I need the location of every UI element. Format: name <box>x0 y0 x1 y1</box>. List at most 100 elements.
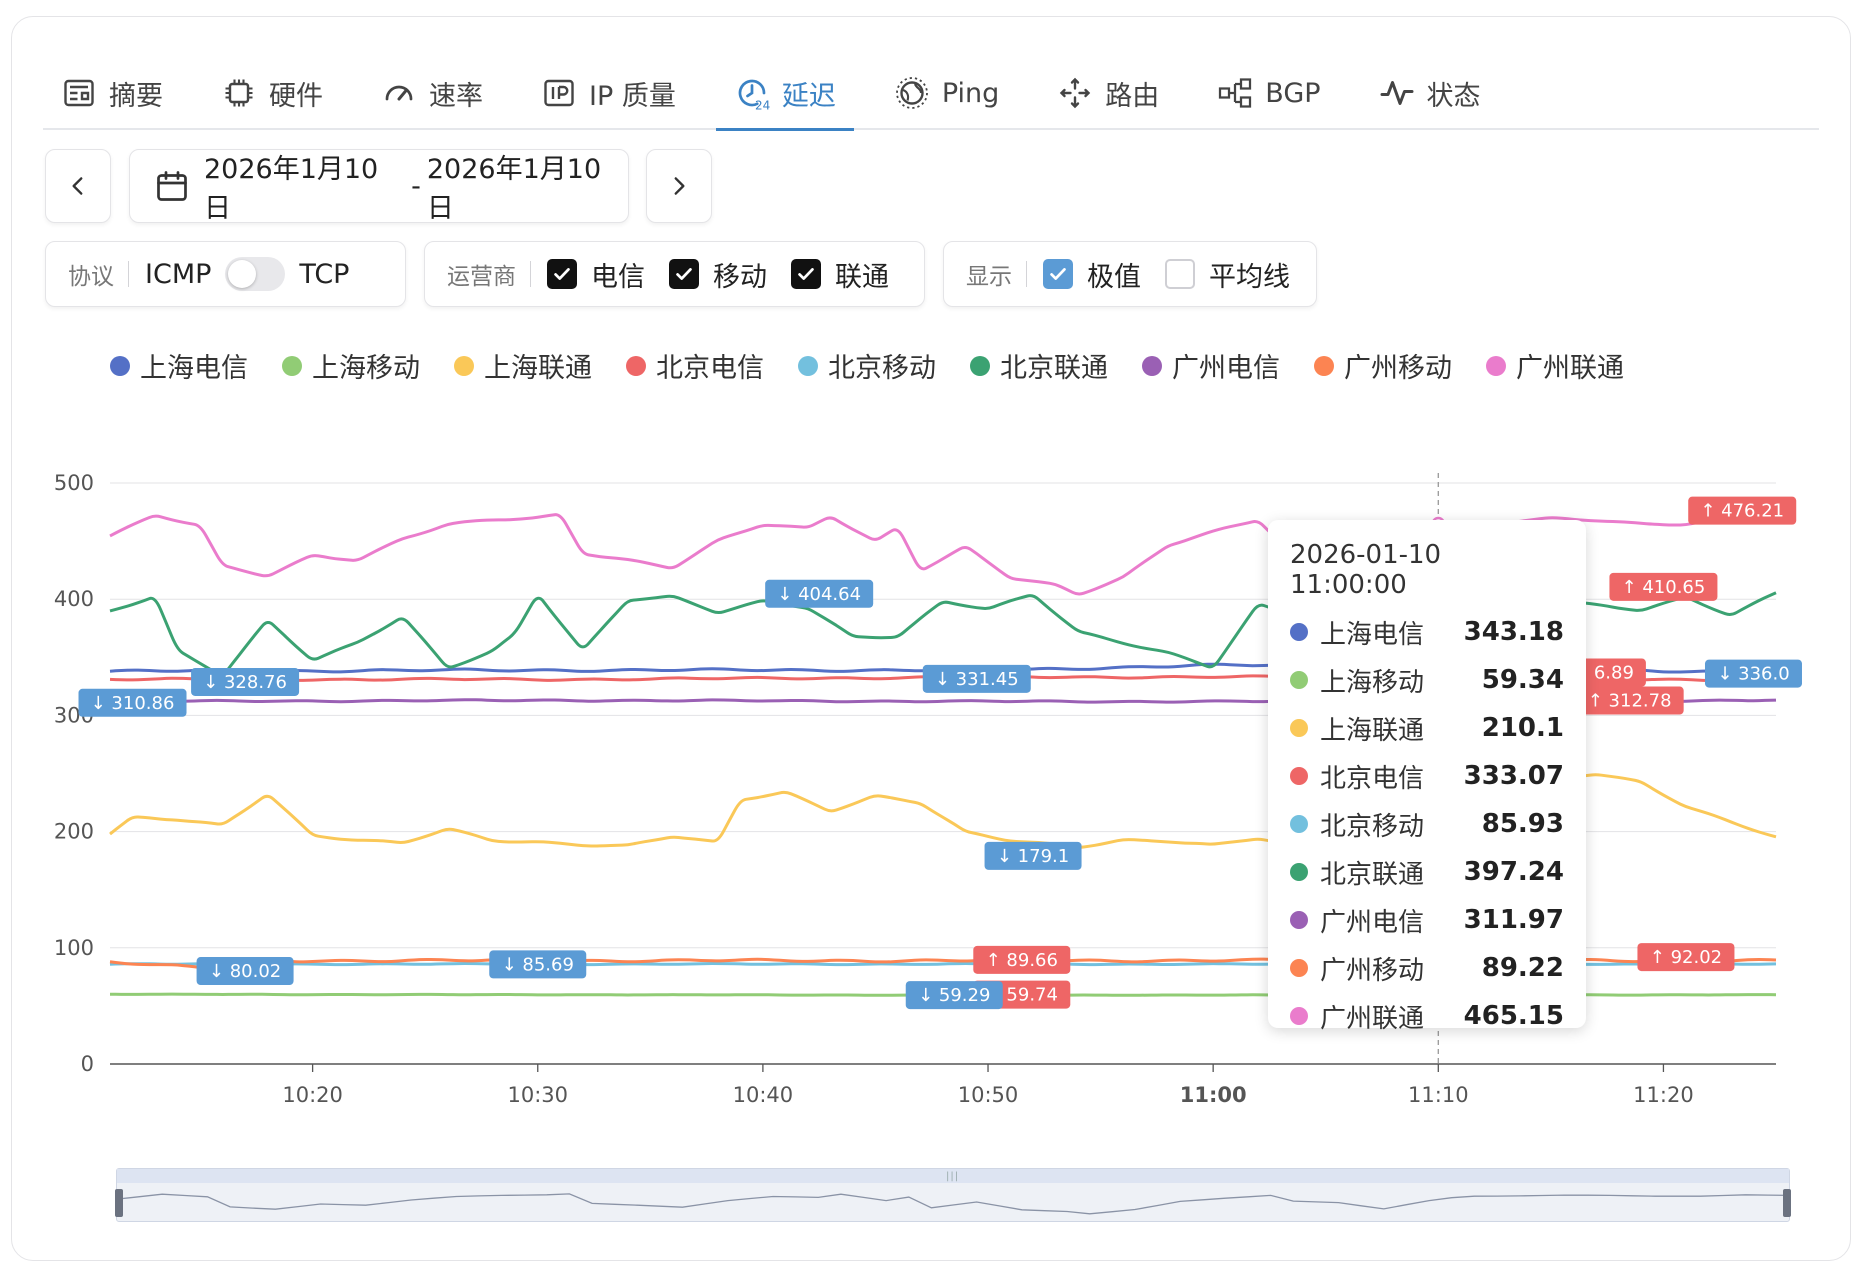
tab-label: 路由 <box>1105 80 1160 112</box>
protocol-tcp-option[interactable]: TCP <box>299 258 350 290</box>
data-zoom-slider[interactable]: ||| <box>115 1168 1791 1222</box>
tab-label: Ping <box>941 77 1000 109</box>
checkbox-checked-icon[interactable] <box>547 259 577 289</box>
globe-icon <box>894 75 942 111</box>
tooltip-series-value: 465.15 <box>1463 1001 1564 1031</box>
svg-text:24: 24 <box>755 99 770 112</box>
legend-color-dot <box>1486 355 1506 376</box>
legend-item[interactable]: 广州联通 <box>1486 346 1624 385</box>
option-移动[interactable]: 移动 <box>669 255 767 294</box>
previous-date-button[interactable] <box>45 149 111 223</box>
x-tick-label: 10:20 <box>282 1083 343 1107</box>
legend-label: 上海移动 <box>312 353 420 384</box>
tooltip-series-name: 广州移动 <box>1320 955 1425 986</box>
max-value-badge: ↑ 476.21 <box>1688 496 1797 525</box>
y-tick-label: 100 <box>54 936 94 960</box>
x-tick-label: 10:40 <box>733 1083 794 1107</box>
checkbox-checked-icon[interactable] <box>1043 259 1073 289</box>
date-range-picker[interactable]: 2026年1月10日 - 2026年1月10日 <box>129 149 629 224</box>
legend-color-dot <box>626 355 646 376</box>
checkbox-unchecked-icon[interactable] <box>1165 259 1195 289</box>
x-tick-label: 11:10 <box>1408 1083 1469 1107</box>
zoom-grip-icon[interactable]: ||| <box>946 1171 960 1182</box>
tooltip-series-name: 北京移动 <box>1320 811 1425 842</box>
legend-item[interactable]: 北京电信 <box>626 346 764 385</box>
protocol-icmp-option[interactable]: ICMP <box>145 258 212 290</box>
carrier-options: 电信 移动 联通 <box>547 255 889 294</box>
display-options: 极值 平均线 <box>1043 255 1290 294</box>
tab-1[interactable]: 摘要 <box>43 57 181 129</box>
tab-9[interactable]: 状态 <box>1361 57 1499 129</box>
badge-text: ↑ 312.78 <box>1588 691 1672 712</box>
legend-item[interactable]: 上海联通 <box>454 346 592 385</box>
option-联通[interactable]: 联通 <box>791 255 889 294</box>
chevron-right-icon <box>674 177 685 195</box>
display-label: 显示 <box>966 264 1012 290</box>
tab-7[interactable]: 路由 <box>1039 57 1177 129</box>
checkbox-checked-icon[interactable] <box>791 259 821 289</box>
tooltip-series-name: 上海移动 <box>1320 667 1425 698</box>
badge-background <box>905 981 1003 1010</box>
tab-8[interactable]: BGP <box>1199 57 1338 129</box>
protocol-toggle[interactable] <box>225 257 286 291</box>
badge-text: ↓ 404.64 <box>777 584 861 605</box>
tab-3[interactable]: 速率 <box>363 57 501 129</box>
legend-color-dot <box>798 355 818 376</box>
pulse-icon <box>1379 75 1427 111</box>
badge-background <box>765 579 874 608</box>
divider <box>128 261 129 287</box>
tab-5[interactable]: 24 延迟 <box>715 57 854 131</box>
next-date-button[interactable] <box>646 149 712 223</box>
badge-text: ↓ 59.29 <box>918 985 990 1006</box>
tab-bar: 摘要 硬件 速率 IP 质量 24 延迟 Ping 路由 BGP 状态 <box>43 57 1819 131</box>
option-平均线[interactable]: 平均线 <box>1165 255 1290 294</box>
tooltip-row: 北京电信 333.07 <box>1290 752 1564 800</box>
tooltip-rows: 上海电信 343.18 上海移动 59.34 上海联通 210.1 北京电信 333.07 北京… <box>1290 608 1564 1040</box>
legend-item[interactable]: 北京联通 <box>970 346 1108 385</box>
tab-6[interactable]: Ping <box>876 57 1017 129</box>
badge-text: ↓ 179.1 <box>997 846 1069 867</box>
max-value-badge: 6.89 <box>1581 658 1646 687</box>
legend-item[interactable]: 上海电信 <box>110 346 248 385</box>
legend-item[interactable]: 上海移动 <box>282 346 420 385</box>
option-极值[interactable]: 极值 <box>1043 255 1141 294</box>
tooltip-series-value: 59.34 <box>1481 665 1564 695</box>
tab-2[interactable]: 硬件 <box>203 57 341 129</box>
zoom-range-fill <box>117 1169 1789 1183</box>
clock-24-icon: 24 <box>734 75 782 111</box>
x-tick-label: 11:00 <box>1180 1083 1247 1107</box>
badge-background <box>1704 659 1802 688</box>
checkbox-checked-icon[interactable] <box>669 259 699 289</box>
zoom-handle-right[interactable] <box>1783 1189 1791 1217</box>
option-电信[interactable]: 电信 <box>547 255 645 294</box>
zoom-sparkline <box>117 1193 1791 1215</box>
badge-background <box>489 950 587 979</box>
legend-item[interactable]: 广州移动 <box>1314 346 1452 385</box>
x-tick-label: 11:20 <box>1633 1083 1694 1107</box>
tooltip-series-value: 311.97 <box>1463 905 1564 935</box>
tooltip-color-dot <box>1290 671 1308 689</box>
y-tick-label: 500 <box>54 471 94 495</box>
newspaper-icon <box>61 75 109 111</box>
badge-text: ↑ 410.65 <box>1622 577 1706 598</box>
option-label: 移动 <box>713 261 767 293</box>
tooltip-color-dot <box>1290 767 1308 785</box>
legend-item[interactable]: 广州电信 <box>1142 346 1280 385</box>
x-tick-label: 10:50 <box>958 1083 1019 1107</box>
badge-text: ↓ 80.02 <box>209 961 281 982</box>
tab-4[interactable]: IP 质量 <box>523 57 694 129</box>
tooltip-color-dot <box>1290 911 1308 929</box>
tooltip-color-dot <box>1290 719 1308 737</box>
legend-item[interactable]: 北京移动 <box>798 346 936 385</box>
badge-background <box>196 957 294 986</box>
zoom-handle-left[interactable] <box>115 1189 123 1217</box>
gauge-icon <box>381 75 429 111</box>
tooltip-color-dot <box>1290 815 1308 833</box>
badge-background <box>1581 658 1646 687</box>
max-value-badge: ↑ 92.02 <box>1637 943 1735 972</box>
date-separator: - <box>411 170 421 202</box>
badge-text: 6.89 <box>1594 663 1634 684</box>
legend-label: 北京移动 <box>828 353 936 384</box>
date-start: 2026年1月10日 <box>203 154 379 224</box>
tooltip-row: 上海移动 59.34 <box>1290 656 1564 704</box>
